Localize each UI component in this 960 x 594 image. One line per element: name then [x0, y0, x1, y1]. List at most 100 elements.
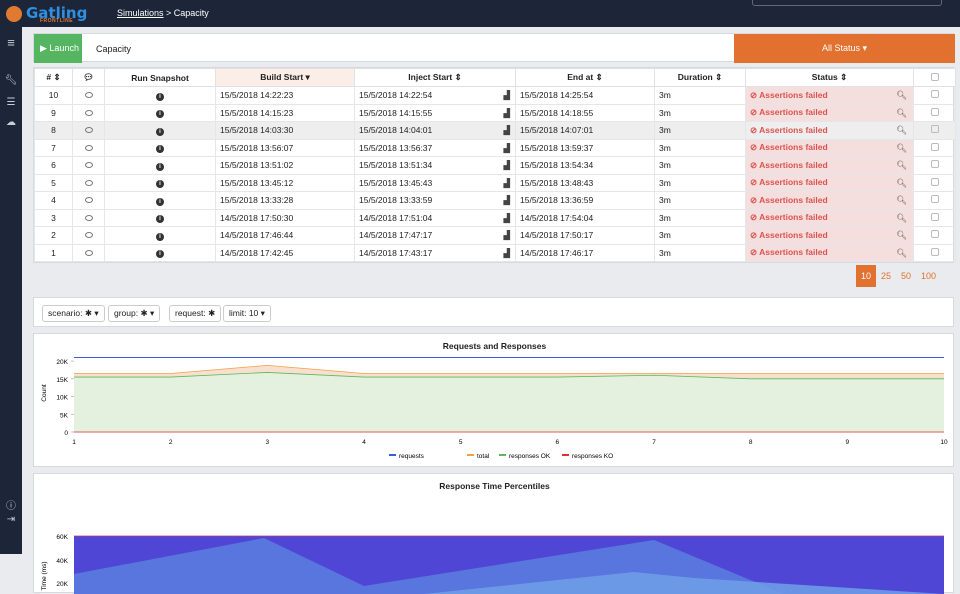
- col-header-end-at[interactable]: End at ⇕: [515, 68, 655, 87]
- search-icon[interactable]: 🔍︎: [896, 142, 907, 153]
- search-icon[interactable]: 🔍︎: [896, 177, 907, 188]
- comment-cell[interactable]: [72, 103, 105, 122]
- comment-icon[interactable]: [84, 232, 93, 239]
- select-cell[interactable]: [913, 208, 956, 227]
- info-icon[interactable]: i: [156, 145, 164, 154]
- info-icon[interactable]: i: [156, 180, 164, 189]
- list-icon[interactable]: ☰: [6, 97, 16, 108]
- row-checkbox[interactable]: [930, 107, 939, 116]
- search-icon[interactable]: 🔍︎: [896, 107, 907, 118]
- row-checkbox[interactable]: [930, 247, 939, 256]
- breadcrumb-simulations-link[interactable]: Simulations: [117, 8, 164, 18]
- col-header-status[interactable]: Status ⇕: [745, 68, 914, 87]
- col-header-build-start[interactable]: Build Start ▾: [215, 68, 355, 87]
- info-icon[interactable]: i: [156, 197, 164, 206]
- comment-cell[interactable]: [72, 86, 105, 105]
- page-size-10[interactable]: 10: [856, 265, 877, 287]
- snapshot-cell[interactable]: i: [104, 191, 216, 210]
- table-row[interactable]: 6 i 15/5/2018 13:51:02 15/5/2018 13:51:34 ▟ 1…: [34, 156, 956, 175]
- comment-icon[interactable]: [84, 214, 93, 221]
- chart-icon[interactable]: ▟: [503, 142, 510, 153]
- snapshot-cell[interactable]: i: [104, 121, 216, 140]
- comment-cell[interactable]: [72, 208, 105, 227]
- select-cell[interactable]: [913, 173, 956, 192]
- snapshot-cell[interactable]: i: [104, 208, 216, 227]
- col-header-select-all[interactable]: [913, 68, 956, 87]
- snapshot-cell[interactable]: i: [104, 243, 216, 262]
- chart-icon[interactable]: ▟: [503, 230, 510, 240]
- table-row[interactable]: 1 i 14/5/2018 17:42:45 14/5/2018 17:43:17 ▟ 1…: [34, 243, 956, 262]
- chart-icon[interactable]: ▟: [503, 107, 510, 118]
- comment-icon[interactable]: [84, 109, 93, 116]
- chart-icon[interactable]: ▟: [503, 212, 510, 223]
- table-row[interactable]: 10 i 15/5/2018 14:22:23 15/5/2018 14:22:54 ▟…: [34, 86, 956, 105]
- status-cell[interactable]: ⊘ Assertions failed 🔍︎: [745, 173, 914, 192]
- table-row[interactable]: 3 i 14/5/2018 17:50:30 14/5/2018 17:51:04 ▟ 1…: [34, 208, 956, 227]
- comment-icon[interactable]: [84, 144, 93, 151]
- request-filter-button[interactable]: request: ✱: [169, 305, 222, 322]
- comment-icon[interactable]: [84, 162, 93, 169]
- select-cell[interactable]: [913, 156, 956, 175]
- table-row[interactable]: 5 i 15/5/2018 13:45:12 15/5/2018 13:45:43 ▟ 1…: [34, 173, 956, 192]
- row-checkbox[interactable]: [930, 142, 939, 151]
- info-icon[interactable]: i: [156, 250, 164, 259]
- select-cell[interactable]: [913, 243, 956, 262]
- comment-icon[interactable]: [84, 92, 93, 99]
- snapshot-cell[interactable]: i: [104, 156, 216, 175]
- row-checkbox[interactable]: [930, 125, 939, 134]
- status-filter-dropdown[interactable]: All Status ▾: [734, 34, 955, 63]
- comment-icon[interactable]: [84, 197, 93, 204]
- page-size-100[interactable]: 100: [921, 271, 937, 281]
- search-icon[interactable]: 🔍︎: [896, 90, 907, 100]
- top-search-input[interactable]: [752, 0, 942, 6]
- limit-filter-button[interactable]: limit: 10 ▾: [223, 305, 271, 322]
- search-icon[interactable]: 🔍︎: [896, 230, 907, 240]
- snapshot-cell[interactable]: i: [104, 138, 216, 157]
- status-cell[interactable]: ⊘ Assertions failed 🔍︎: [745, 191, 914, 210]
- comment-cell[interactable]: [72, 138, 105, 157]
- comment-cell[interactable]: [72, 156, 105, 175]
- select-all-checkbox[interactable]: [930, 72, 939, 81]
- info-icon[interactable]: i: [156, 232, 164, 241]
- comment-cell[interactable]: [72, 243, 105, 262]
- info-icon[interactable]: i: [156, 127, 164, 136]
- status-cell[interactable]: ⊘ Assertions failed 🔍︎: [745, 243, 914, 262]
- table-row[interactable]: 7 i 15/5/2018 13:56:07 15/5/2018 13:56:37 ▟ 1…: [34, 138, 956, 157]
- gatling-logo[interactable]: Gatling FRONTLINE: [6, 4, 88, 24]
- status-cell[interactable]: ⊘ Assertions failed 🔍︎: [745, 208, 914, 227]
- chart-icon[interactable]: ▟: [503, 125, 510, 135]
- snapshot-cell[interactable]: i: [104, 226, 216, 245]
- status-cell[interactable]: ⊘ Assertions failed 🔍︎: [745, 226, 914, 245]
- comment-icon[interactable]: [84, 249, 93, 256]
- comment-icon[interactable]: [84, 179, 93, 186]
- page-size-50[interactable]: 50: [901, 271, 912, 281]
- row-checkbox[interactable]: [930, 90, 939, 99]
- select-cell[interactable]: [913, 191, 956, 210]
- status-cell[interactable]: ⊘ Assertions failed 🔍︎: [745, 156, 914, 175]
- comment-cell[interactable]: [72, 191, 105, 210]
- select-cell[interactable]: [913, 86, 956, 105]
- chart-icon[interactable]: ▟: [503, 90, 510, 100]
- select-cell[interactable]: [913, 138, 956, 157]
- chart-icon[interactable]: ▟: [503, 195, 510, 205]
- logout-icon[interactable]: ⇥: [6, 514, 16, 525]
- col-header-number[interactable]: # ⇕: [34, 68, 73, 87]
- page-size-25[interactable]: 25: [881, 271, 892, 281]
- search-icon[interactable]: 🔍︎: [896, 195, 907, 205]
- status-cell[interactable]: ⊘ Assertions failed 🔍︎: [745, 103, 914, 122]
- info-icon[interactable]: i: [156, 110, 164, 119]
- col-header-duration[interactable]: Duration ⇕: [654, 68, 746, 87]
- select-cell[interactable]: [913, 103, 956, 122]
- select-cell[interactable]: [913, 121, 956, 140]
- info-icon[interactable]: ⓘ: [6, 501, 16, 512]
- status-cell[interactable]: ⊘ Assertions failed 🔍︎: [745, 86, 914, 105]
- launch-button[interactable]: ▶ Launch: [34, 34, 82, 63]
- chart-icon[interactable]: ▟: [503, 160, 510, 170]
- search-icon[interactable]: 🔍︎: [896, 247, 907, 258]
- row-checkbox[interactable]: [930, 195, 939, 204]
- comment-cell[interactable]: [72, 121, 105, 140]
- comment-cell[interactable]: [72, 173, 105, 192]
- select-cell[interactable]: [913, 226, 956, 245]
- group-filter-button[interactable]: group: ✱ ▾: [108, 305, 161, 322]
- row-checkbox[interactable]: [930, 160, 939, 169]
